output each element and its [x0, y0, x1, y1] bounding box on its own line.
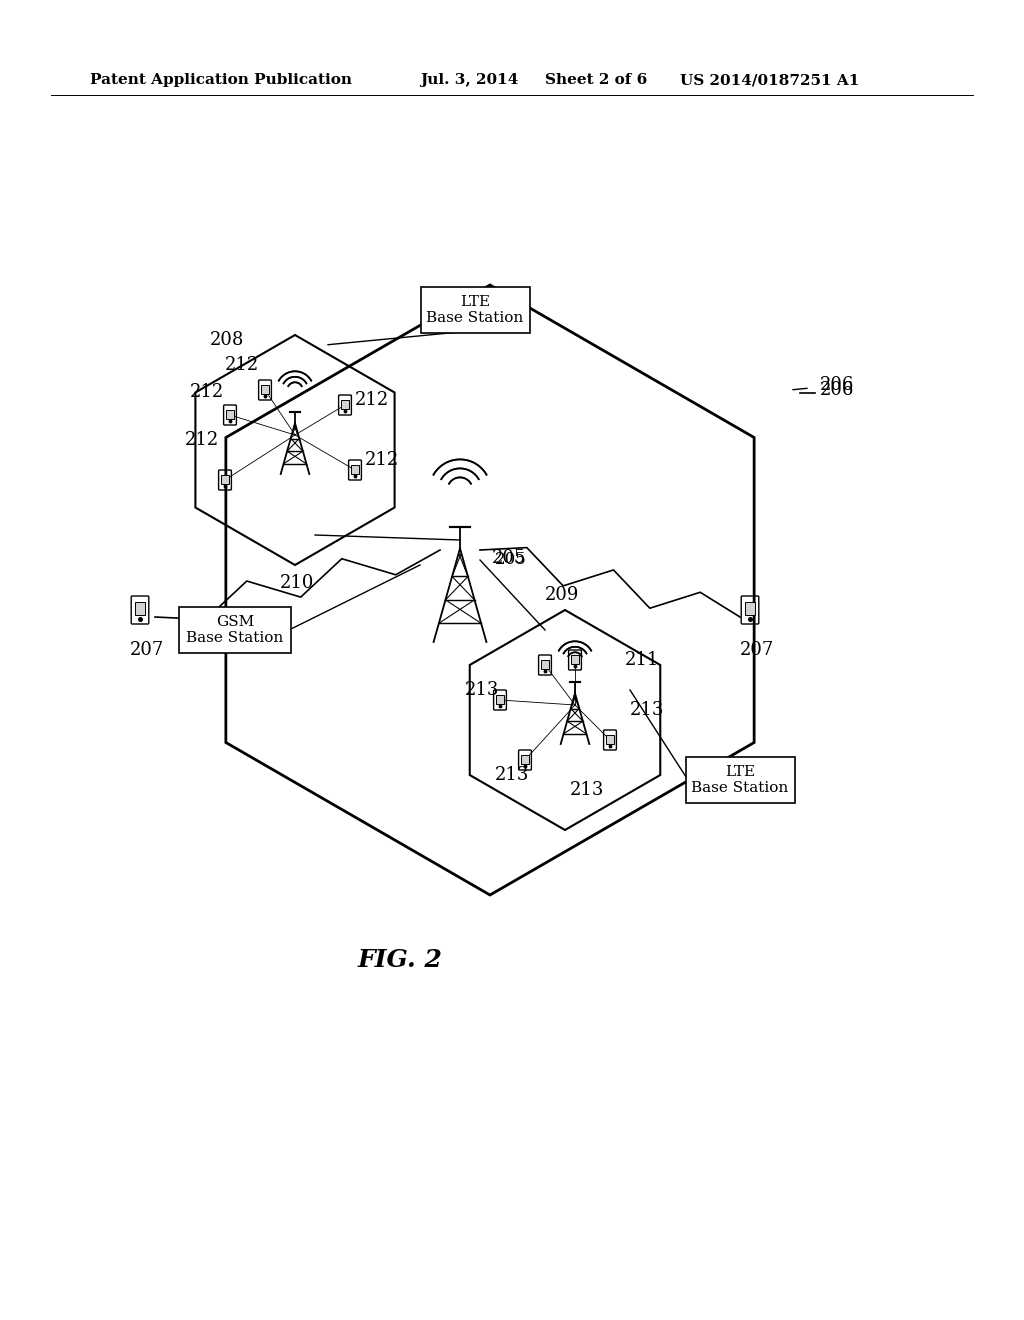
Text: LTE
Base Station: LTE Base Station [691, 764, 788, 795]
FancyBboxPatch shape [341, 400, 348, 409]
FancyBboxPatch shape [226, 409, 233, 418]
Text: FIG. 2: FIG. 2 [357, 948, 442, 972]
FancyBboxPatch shape [351, 465, 358, 474]
FancyBboxPatch shape [221, 475, 228, 483]
Text: 207: 207 [130, 642, 164, 659]
Text: 212: 212 [190, 383, 224, 401]
Text: 208: 208 [210, 331, 245, 348]
FancyBboxPatch shape [542, 660, 549, 669]
FancyBboxPatch shape [744, 602, 756, 615]
Text: 206: 206 [820, 381, 854, 399]
Text: 212: 212 [355, 391, 389, 409]
Text: 213: 213 [630, 701, 665, 719]
Text: 212: 212 [185, 432, 219, 449]
Text: 205: 205 [492, 549, 526, 568]
Text: Jul. 3, 2014: Jul. 3, 2014 [420, 73, 518, 87]
FancyBboxPatch shape [179, 607, 291, 653]
Text: 212: 212 [365, 451, 399, 469]
Text: Patent Application Publication: Patent Application Publication [90, 73, 352, 87]
FancyBboxPatch shape [497, 694, 504, 704]
FancyBboxPatch shape [685, 756, 795, 803]
Text: 205: 205 [495, 552, 526, 569]
Text: 213: 213 [570, 781, 604, 799]
Text: 207: 207 [740, 642, 774, 659]
Text: LTE
Base Station: LTE Base Station [426, 294, 523, 325]
Text: 213: 213 [495, 766, 529, 784]
Text: GSM
Base Station: GSM Base Station [186, 615, 284, 645]
FancyBboxPatch shape [135, 602, 145, 615]
FancyBboxPatch shape [606, 735, 613, 743]
Text: 209: 209 [545, 586, 580, 605]
Text: 211: 211 [625, 651, 659, 669]
FancyBboxPatch shape [521, 755, 528, 763]
FancyBboxPatch shape [261, 384, 268, 393]
Text: 210: 210 [280, 574, 314, 591]
Text: US 2014/0187251 A1: US 2014/0187251 A1 [680, 73, 859, 87]
FancyBboxPatch shape [421, 286, 529, 333]
Text: 213: 213 [465, 681, 500, 700]
Text: 212: 212 [225, 356, 259, 374]
Text: 206: 206 [820, 376, 854, 393]
FancyBboxPatch shape [571, 655, 579, 664]
Text: Sheet 2 of 6: Sheet 2 of 6 [545, 73, 647, 87]
